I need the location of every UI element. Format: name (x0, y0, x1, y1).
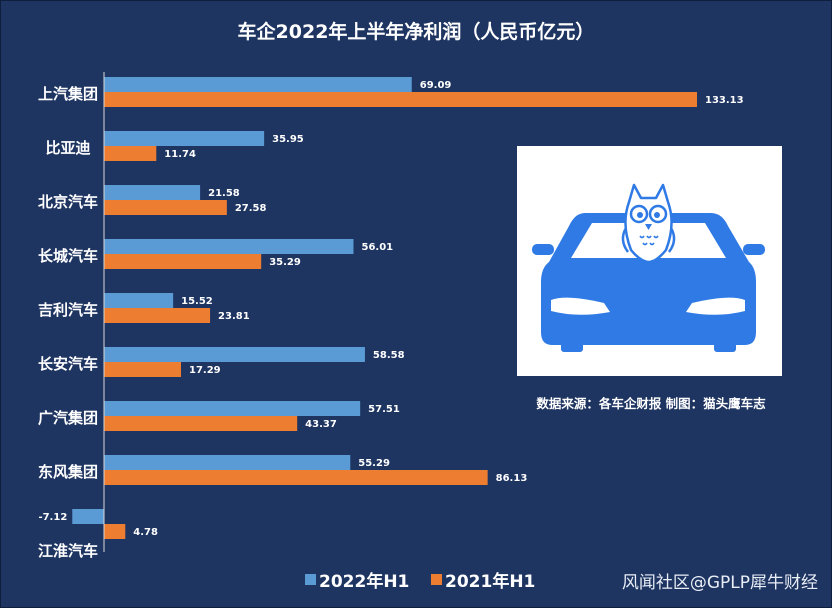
bar-2021年H1-上汽集团 (104, 92, 697, 107)
bars (72, 77, 697, 539)
chart-title: 车企2022年上半年净利润（人民币亿元） (238, 20, 595, 43)
bar-2021年H1-广汽集团 (104, 416, 298, 431)
legend-swatch (431, 574, 442, 585)
category-label: 江淮汽车 (38, 542, 98, 560)
data-label: 35.29 (269, 257, 301, 268)
source-note: 数据来源：各车企财报 制图：猫头鹰车志 (535, 396, 766, 411)
data-label: 58.58 (373, 350, 405, 361)
bar-2022年H1-江淮汽车 (72, 509, 104, 524)
bar-2022年H1-长安汽车 (104, 347, 365, 362)
category-label: 长安汽车 (38, 355, 98, 373)
data-label: 23.81 (218, 311, 250, 322)
bar-2021年H1-北京汽车 (104, 200, 227, 215)
bar-2022年H1-比亚迪 (104, 131, 265, 146)
data-label: 21.58 (208, 188, 240, 199)
bar-2021年H1-长安汽车 (104, 362, 182, 377)
data-label: 55.29 (358, 458, 390, 469)
data-label: 86.13 (496, 473, 528, 484)
data-label: 56.01 (361, 242, 393, 253)
data-label: 17.29 (189, 365, 221, 376)
data-labels: 69.09 133.13 35.95 11.74 21.58 27.58 56.01 35.2… (38, 80, 743, 538)
bar-2021年H1-吉利汽车 (104, 308, 211, 323)
data-label: -7.12 (38, 512, 67, 523)
data-label: 4.78 (133, 527, 158, 538)
data-label: 35.95 (272, 134, 304, 145)
data-label: 27.58 (235, 203, 267, 214)
bar-2022年H1-广汽集团 (104, 401, 361, 416)
data-label: 43.37 (305, 419, 337, 430)
category-label: 比亚迪 (45, 139, 90, 157)
data-label: 69.09 (420, 80, 452, 91)
category-label: 广汽集团 (38, 409, 98, 427)
bar-2021年H1-长城汽车 (104, 254, 262, 269)
category-label: 长城汽车 (38, 247, 98, 265)
watermark: 风闻社区@GPLP犀牛财经 (622, 573, 818, 593)
category-label: 北京汽车 (38, 193, 98, 211)
bar-2021年H1-江淮汽车 (104, 524, 126, 539)
data-label: 11.74 (164, 149, 196, 160)
bar-2021年H1-东风集团 (104, 470, 488, 485)
category-label: 东风集团 (38, 463, 98, 481)
data-label: 15.52 (181, 296, 213, 307)
bar-2021年H1-比亚迪 (104, 146, 157, 161)
legend-label: 2022年H1 (319, 571, 409, 592)
category-label: 上汽集团 (38, 85, 98, 103)
bar-2022年H1-东风集团 (104, 455, 351, 470)
bar-2022年H1-北京汽车 (104, 185, 201, 200)
bar-2022年H1-长城汽车 (104, 239, 354, 254)
bar-2022年H1-上汽集团 (104, 77, 412, 92)
legend: 2022年H1 2021年H1 (305, 571, 535, 592)
bar-2022年H1-吉利汽车 (104, 293, 174, 308)
owl-on-car-icon (517, 146, 782, 376)
category-label: 吉利汽车 (38, 301, 98, 319)
data-label: 133.13 (705, 95, 744, 106)
data-label: 57.51 (368, 404, 400, 415)
legend-swatch (305, 574, 316, 585)
legend-label: 2021年H1 (445, 571, 535, 592)
